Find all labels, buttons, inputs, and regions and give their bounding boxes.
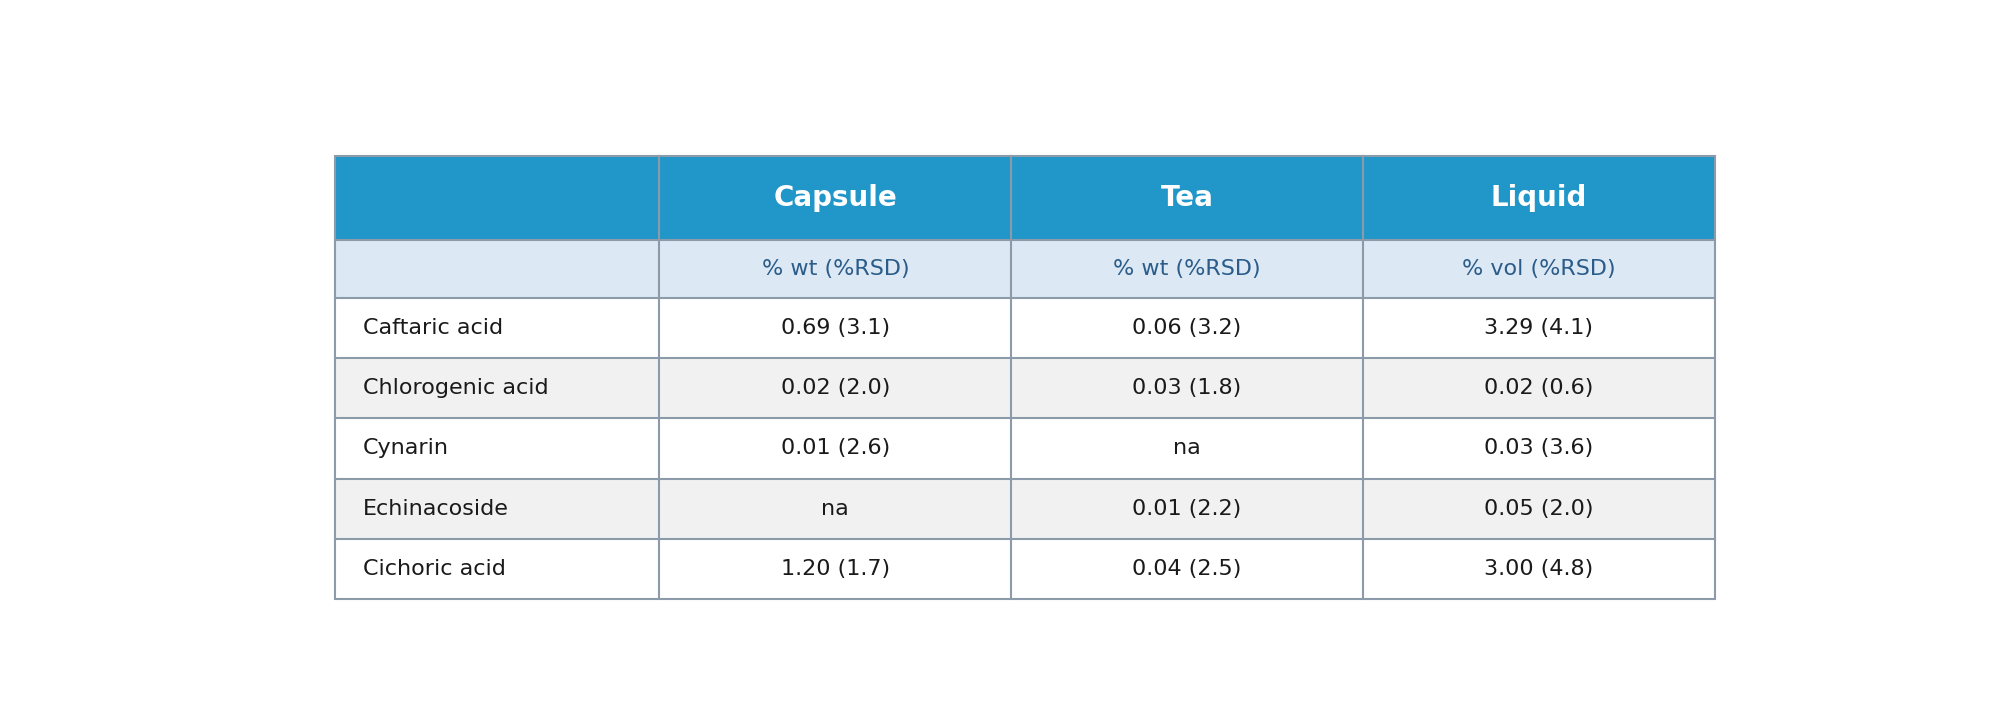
Text: 0.06 (3.2): 0.06 (3.2) bbox=[1132, 318, 1242, 338]
Text: Capsule: Capsule bbox=[774, 184, 898, 212]
Text: 1.20 (1.7): 1.20 (1.7) bbox=[780, 559, 890, 579]
Text: Echinacoside: Echinacoside bbox=[364, 499, 510, 518]
Bar bbox=[660, 358, 1012, 418]
Bar bbox=[1012, 297, 1362, 358]
Bar bbox=[660, 156, 1012, 240]
Bar bbox=[660, 418, 1012, 479]
Text: 0.02 (0.6): 0.02 (0.6) bbox=[1484, 378, 1594, 398]
Bar bbox=[336, 297, 660, 358]
Bar bbox=[660, 240, 1012, 297]
Bar bbox=[1362, 418, 1714, 479]
Text: 0.02 (2.0): 0.02 (2.0) bbox=[780, 378, 890, 398]
Bar bbox=[660, 539, 1012, 599]
Text: 3.00 (4.8): 3.00 (4.8) bbox=[1484, 559, 1594, 579]
Text: Cichoric acid: Cichoric acid bbox=[364, 559, 506, 579]
Text: 0.04 (2.5): 0.04 (2.5) bbox=[1132, 559, 1242, 579]
Text: na: na bbox=[822, 499, 850, 518]
Bar bbox=[336, 539, 660, 599]
Text: 0.69 (3.1): 0.69 (3.1) bbox=[780, 318, 890, 338]
Text: Liquid: Liquid bbox=[1490, 184, 1588, 212]
Bar bbox=[1012, 240, 1362, 297]
Text: 0.03 (3.6): 0.03 (3.6) bbox=[1484, 438, 1594, 459]
Bar bbox=[660, 479, 1012, 539]
Text: na: na bbox=[1174, 438, 1200, 459]
Bar bbox=[1362, 297, 1714, 358]
Text: % vol (%RSD): % vol (%RSD) bbox=[1462, 258, 1616, 279]
Bar bbox=[1012, 358, 1362, 418]
Bar bbox=[1012, 418, 1362, 479]
Bar bbox=[660, 297, 1012, 358]
Bar bbox=[1362, 240, 1714, 297]
Bar bbox=[336, 479, 660, 539]
Bar bbox=[336, 418, 660, 479]
Text: 0.05 (2.0): 0.05 (2.0) bbox=[1484, 499, 1594, 518]
Text: Tea: Tea bbox=[1160, 184, 1214, 212]
Bar bbox=[336, 156, 660, 240]
Bar bbox=[336, 358, 660, 418]
Bar bbox=[1012, 156, 1362, 240]
Text: % wt (%RSD): % wt (%RSD) bbox=[762, 258, 910, 279]
Text: Cynarin: Cynarin bbox=[364, 438, 450, 459]
Text: 0.01 (2.6): 0.01 (2.6) bbox=[780, 438, 890, 459]
Bar bbox=[336, 156, 1714, 599]
Bar bbox=[1362, 539, 1714, 599]
Text: % wt (%RSD): % wt (%RSD) bbox=[1114, 258, 1260, 279]
Text: 0.03 (1.8): 0.03 (1.8) bbox=[1132, 378, 1242, 398]
Text: 3.29 (4.1): 3.29 (4.1) bbox=[1484, 318, 1594, 338]
Bar bbox=[336, 240, 660, 297]
Bar bbox=[1362, 479, 1714, 539]
Bar bbox=[1012, 479, 1362, 539]
Text: Caftaric acid: Caftaric acid bbox=[364, 318, 504, 338]
Text: Chlorogenic acid: Chlorogenic acid bbox=[364, 378, 548, 398]
Text: 0.01 (2.2): 0.01 (2.2) bbox=[1132, 499, 1242, 518]
Bar bbox=[1362, 156, 1714, 240]
Bar bbox=[1362, 358, 1714, 418]
Bar bbox=[1012, 539, 1362, 599]
